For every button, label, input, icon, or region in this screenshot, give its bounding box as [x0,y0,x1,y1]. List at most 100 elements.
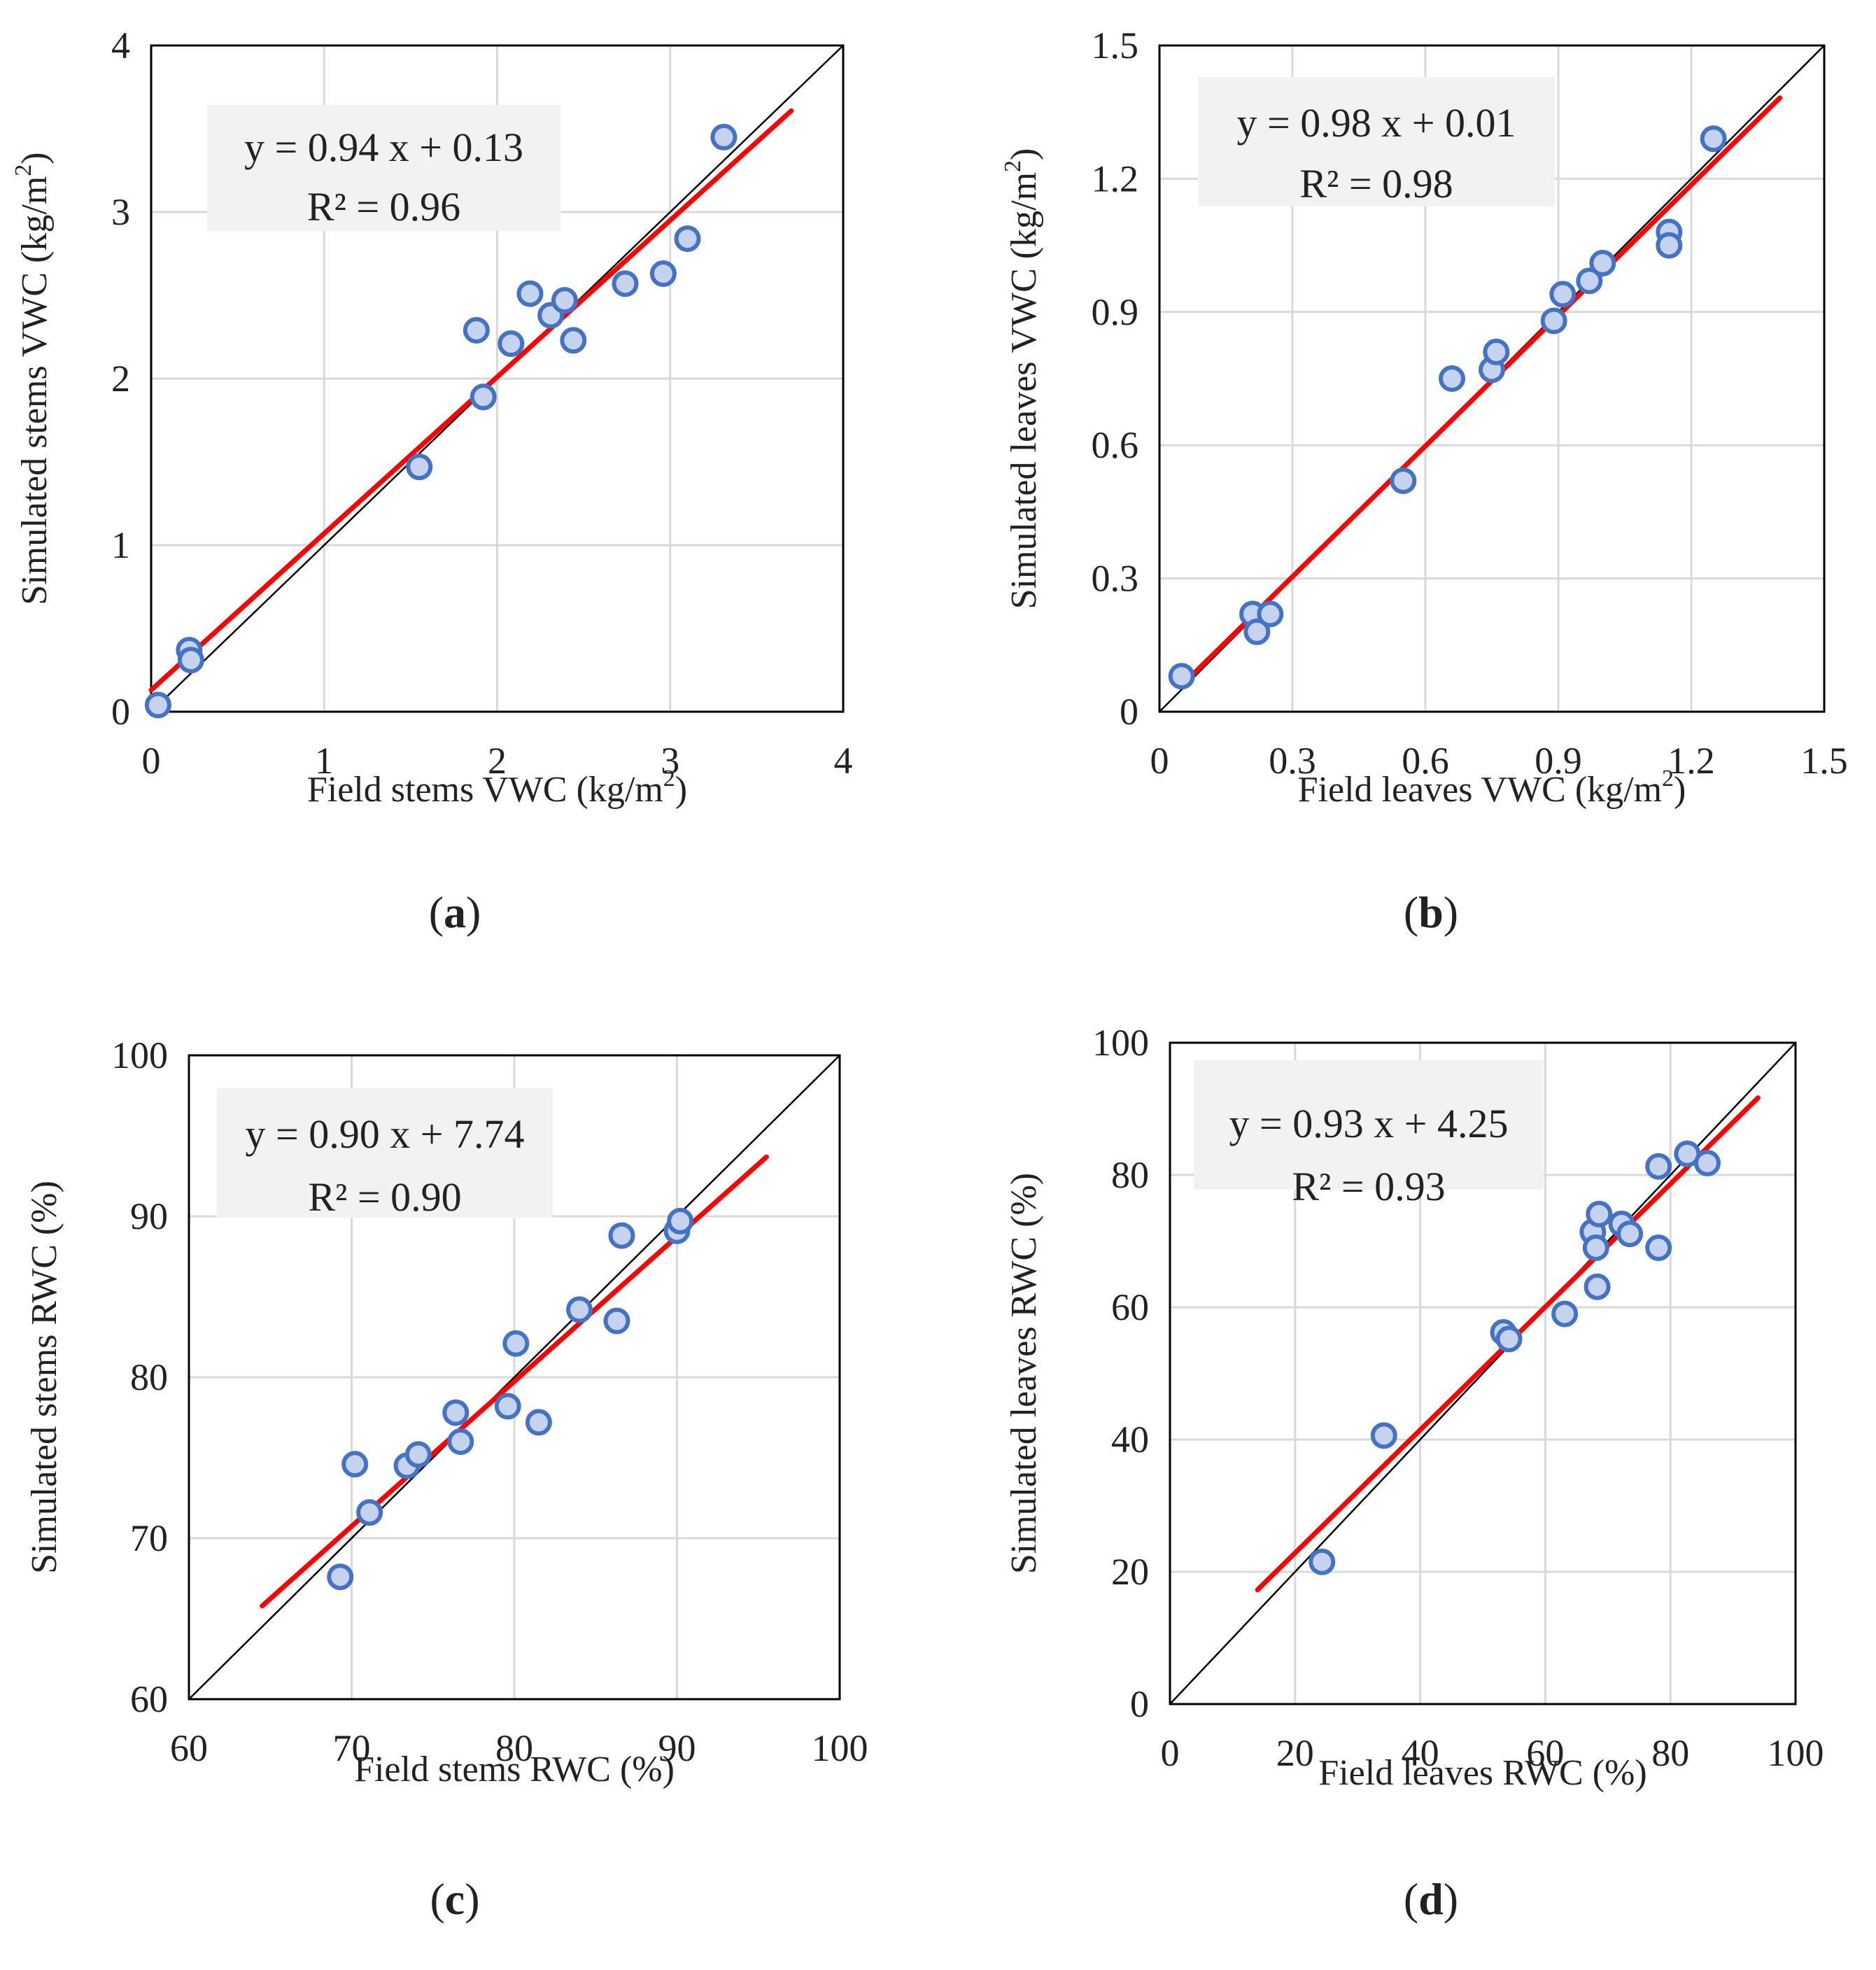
y-tick-label: 40 [1111,1419,1149,1461]
data-point [1589,249,1616,276]
y-tick-label: 20 [1111,1551,1149,1593]
equation-text: y = 0.93 x + 4.25 [1229,1101,1509,1146]
data-point [1693,1149,1721,1176]
x-tick-label: 1.2 [1667,740,1715,782]
plot-frame [1158,44,1826,713]
data-point [1257,600,1284,628]
data-point [1243,618,1271,645]
equation-box [217,1088,553,1218]
panel-label: (c) [430,1874,479,1924]
data-point [502,1330,530,1357]
panel-a: y = 0.94 x + 0.13 R² = 0.96 0 1 2 3 4 0 1 2 3 4 Fiel… [10,24,853,937]
x-tick-label: 100 [812,1727,868,1769]
y-tick-label: 3 [111,191,130,233]
data-point [1582,1234,1609,1261]
panel-d: y = 0.93 x + 4.25 R² = 0.93 0 20 40 60 80 100 0 2… [1004,1022,1824,1924]
data-point [356,1499,383,1526]
y-tick-label: 80 [1111,1154,1149,1196]
x-tick-label: 40 [1402,1732,1439,1774]
data-point [447,1428,474,1455]
y-axis-label: Simulated leaves RWC (%) [1004,1173,1044,1574]
x-tick-label: 0.3 [1269,740,1316,782]
x-tick-label: 60 [1526,1732,1564,1774]
equation-text: y = 0.94 x + 0.13 [244,125,523,170]
equation-text: y = 0.90 x + 7.74 [246,1111,525,1157]
x-axis-label: Field stems VWC (kg/m2) [307,766,687,810]
data-point [1616,1220,1644,1248]
equation-box [1194,1060,1544,1190]
data-point [1645,1234,1672,1261]
x-tick-label: 100 [1768,1732,1824,1774]
y-tick-label: 100 [111,1034,168,1076]
identity-line [188,1055,840,1700]
data-point [494,1393,521,1420]
y-axis-label: Simulated stems RWC (%) [24,1181,64,1574]
data-point [404,1441,432,1468]
y-tick-label: 0.6 [1092,424,1139,466]
x-tick-label: 80 [1651,1732,1689,1774]
x-tick-label: 0 [1150,740,1169,782]
y-tick-label: 0.9 [1092,291,1139,333]
data-point [1700,125,1727,153]
equation-text: y = 0.98 x + 0.01 [1237,100,1516,146]
data-point [649,260,677,288]
x-tick-label: 1 [315,740,334,782]
panel-label: (b) [1404,887,1458,937]
panel-b: y = 0.98 x + 0.01 R² = 0.98 0 0.3 0.6 0.9 1.2 1… [1000,24,1848,937]
y-tick-label: 60 [1111,1286,1149,1328]
data-point [710,123,738,150]
data-point [1656,232,1683,259]
data-point [1549,281,1577,308]
data-point [1439,365,1465,392]
x-tick-label: 1.5 [1800,740,1848,782]
x-tick-label: 70 [333,1727,371,1769]
data-point [1586,1200,1613,1227]
y-tick-label: 0 [111,691,130,733]
data-point [1576,267,1603,295]
data-point [1168,663,1195,690]
x-tick-label: 20 [1276,1732,1314,1774]
x-tick-label: 3 [661,740,679,782]
y-axis-label: Simulated stems VWC (kg/m2) [10,152,55,605]
panel-label: (a) [429,887,481,937]
data-point [1309,1548,1336,1575]
y-tick-label: 1.2 [1092,157,1139,199]
x-tick-label: 90 [658,1727,696,1769]
y-tick-label: 80 [130,1356,168,1398]
y-tick-label: 1.5 [1092,24,1139,66]
y-tick-label: 0 [1130,1683,1149,1725]
r2-text: R² = 0.90 [308,1174,461,1220]
panel-label: (d) [1404,1874,1458,1924]
data-point [406,453,433,481]
data-point [1584,1273,1611,1300]
x-tick-label: 0.6 [1402,740,1449,782]
r2-text: R² = 0.96 [307,184,460,230]
y-tick-label: 0 [1120,691,1138,733]
x-axis-label: Field stems RWC (%) [354,1750,675,1789]
y-tick-label: 60 [130,1678,168,1720]
data-point [566,1296,593,1323]
data-point [560,327,587,354]
data-point [341,1451,369,1478]
data-point [442,1399,470,1426]
plot-frame [150,44,845,713]
x-tick-label: 4 [834,740,853,782]
x-axis-label: Field leaves VWC (kg/m2) [1298,766,1686,810]
data-point [608,1222,635,1249]
y-tick-label: 4 [111,24,130,66]
data-point [327,1563,354,1591]
y-tick-label: 70 [130,1517,168,1559]
data-point [1495,1325,1523,1353]
equation-box [1198,77,1555,206]
data-point [177,647,204,674]
data-point [463,316,490,344]
data-point [144,691,171,719]
x-axis-label: Field leaves RWC (%) [1318,1753,1646,1793]
data-point [516,280,544,307]
x-tick-label: 0.9 [1535,740,1582,782]
y-tick-label: 0.3 [1092,558,1139,600]
data-point [603,1307,630,1335]
r2-text: R² = 0.93 [1292,1164,1445,1209]
x-tick-label: 0 [142,740,161,782]
x-tick-label: 60 [170,1727,208,1769]
